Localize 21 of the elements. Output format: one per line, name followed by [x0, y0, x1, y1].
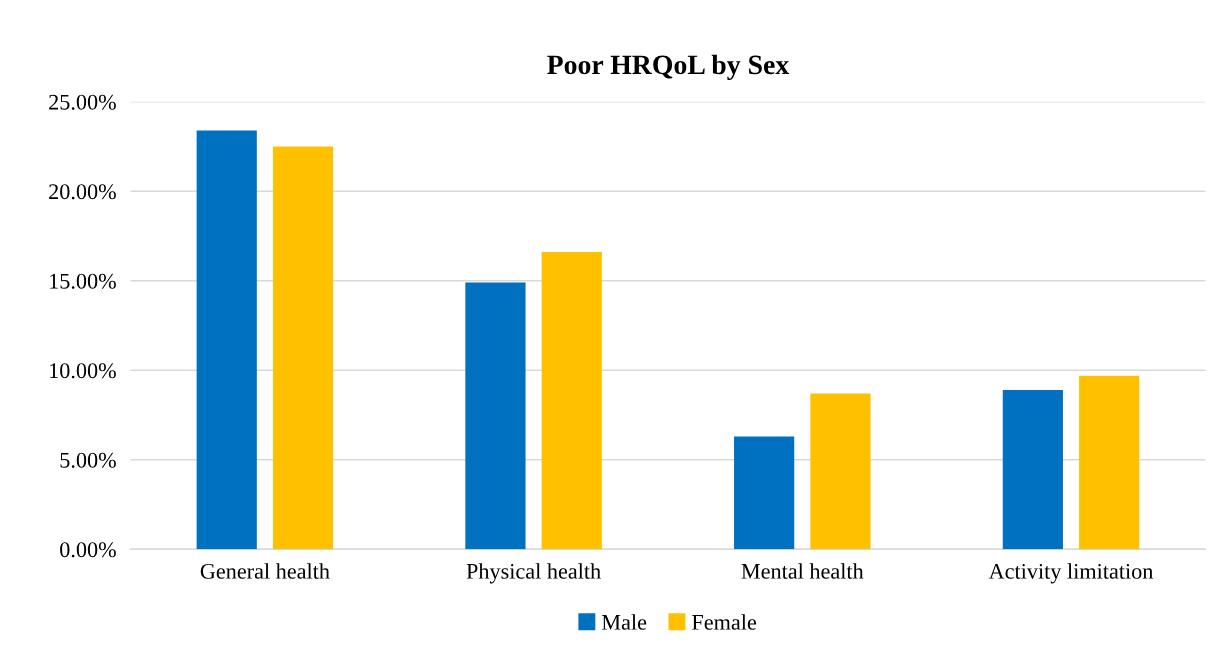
y-tick-label: 15.00%: [50, 273, 116, 289]
legend-label: Female: [692, 614, 757, 630]
bar: [734, 436, 795, 550]
x-tick-label: General health: [200, 563, 330, 579]
y-tick-label: 0.00%: [60, 542, 116, 558]
y-tick-label: 20.00%: [49, 184, 116, 200]
y-tick-label: 25.00%: [49, 94, 116, 110]
bar: [272, 146, 334, 550]
y-tick-label: 5.00%: [60, 452, 116, 468]
bar: [196, 130, 257, 550]
x-tick-label: Physical health: [466, 563, 601, 584]
bar: [465, 282, 526, 550]
x-tick-label: Activity limitation: [988, 563, 1154, 584]
bar: [1002, 389, 1063, 550]
bar: [1079, 375, 1140, 550]
x-tick-label: Mental health: [741, 563, 864, 579]
y-tick-label: 10.00%: [50, 363, 116, 379]
legend-label: Male: [601, 614, 647, 630]
bar: [541, 252, 602, 550]
bar: [810, 393, 871, 550]
chart-title: Poor HRQoL by Sex: [547, 54, 790, 80]
